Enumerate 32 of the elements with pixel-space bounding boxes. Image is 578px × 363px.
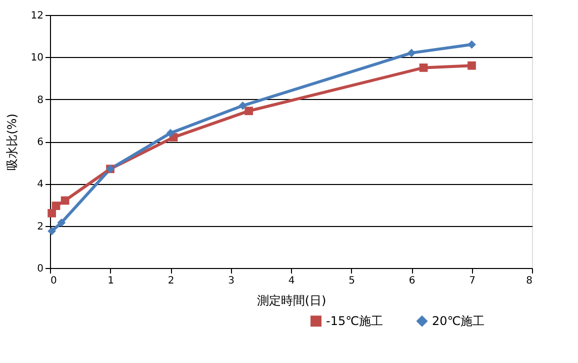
point [468,61,476,70]
y-tick-label: 8 [37,94,44,106]
x-tick-label: 7 [469,276,476,286]
point [48,209,56,218]
x-axis-title: 測定時間(日) [256,294,326,308]
y-tick-label: 12 [30,10,44,22]
point [238,101,247,110]
y-tick-label: 10 [30,52,44,64]
x-tick-label: 0 [50,276,57,286]
point [52,202,60,210]
x-tick-label: 1 [108,276,114,286]
point [419,64,428,72]
y-axis-title: 吸水比(%) [4,114,19,170]
x-tick-label: 8 [526,276,532,286]
x-tick-label: 5 [348,276,355,286]
point [468,40,476,49]
x-tick-label: 2 [168,276,174,286]
x-tick-label: 6 [408,276,416,286]
y-tick-label: 4 [37,179,44,190]
point [48,226,56,236]
point [57,218,66,227]
y-tick-label: 6 [37,137,44,148]
x-tick-label: 3 [228,276,234,286]
x-tick-label: 4 [288,276,295,286]
y-tick-label: 0 [37,264,44,274]
point [244,106,254,116]
point [407,48,416,58]
y-tick-label: 2 [37,221,44,232]
point [166,128,175,138]
legend-label: 20℃施工 [432,314,485,328]
point [60,196,70,205]
legend-label: -15℃施工 [326,314,384,328]
